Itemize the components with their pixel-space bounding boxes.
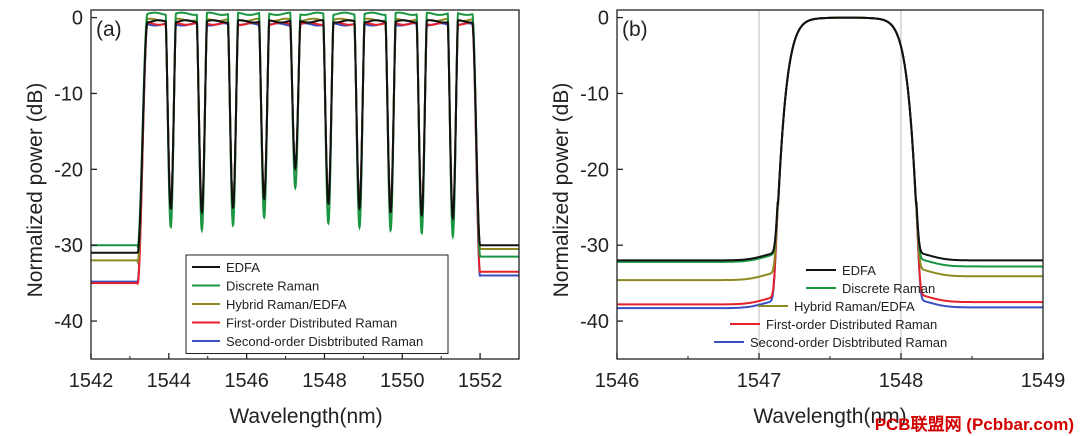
panel-b-label: (b): [622, 18, 648, 41]
panel-a-xtick-label: 1546: [224, 370, 269, 392]
panel-b-xlabel: Wavelength(nm): [753, 405, 906, 428]
panel-b-legend-entry: EDFA: [842, 263, 876, 278]
panel-a-frame: [90, 9, 520, 360]
panel-a-xtick-label: 1550: [380, 370, 425, 392]
panel-b-ytick-label: -10: [580, 83, 609, 105]
panel-a-legend-entry: Second-order Disbtributed Raman: [226, 334, 423, 349]
panel-b-legend-entry: Discrete Raman: [842, 281, 935, 296]
panel-b-ytick-label: -30: [580, 235, 609, 257]
panel-a-ytick-label: 0: [72, 8, 83, 30]
panel-b-series-edfa: [617, 16, 1043, 262]
panel-a: 1542 1544 1546 1548 1550 1552 0 -10 -20 -30 -40 (a…: [24, 8, 520, 428]
panel-b-legend-entry: Second-order Disbtributed Raman: [750, 335, 947, 350]
panel-a-xtick-label: 1552: [458, 370, 503, 392]
panel-a-ytick-label: -30: [54, 235, 83, 257]
panel-b-xtick-label: 1548: [879, 370, 924, 392]
panel-b-legend-entry: First-order Distributed Raman: [766, 317, 937, 332]
panel-b-plot: [617, 10, 1043, 359]
panel-a-series-discrete-raman: [91, 11, 519, 258]
panel-a-xtick-label: 1542: [69, 370, 114, 392]
panel-a-series-edfa: [91, 19, 519, 254]
panel-b-ytick-label: -20: [580, 159, 609, 181]
panel-a-legend-box: [185, 254, 449, 354]
panel-b-series-discrete-raman: [617, 16, 1043, 268]
panel-a-xlabel: Wavelength(nm): [229, 405, 382, 428]
panel-a-legend-entry: Hybrid Raman/EDFA: [226, 297, 347, 312]
panel-b-xtick-label: 1546: [595, 370, 640, 392]
panel-a-legend: EDFA Discrete Raman Hybrid Raman/EDFA First…: [185, 254, 449, 354]
panel-a-ylabel: Normalized power (dB): [24, 83, 47, 298]
panel-b-legend: EDFA Discrete Raman Hybrid Raman/EDFA First…: [714, 263, 947, 350]
panel-b-xtick-label: 1549: [1021, 370, 1066, 392]
panel-a-legend-entry: Discrete Raman: [226, 279, 319, 294]
panel-b-axes: 1546 1547 1548 1549 0 -10 -20 -30 -40: [580, 8, 1065, 392]
panel-b-series-second-order-disbtributed-raman: [617, 16, 1043, 310]
panel-a-xtick-label: 1548: [302, 370, 347, 392]
panel-b-ylabel: Normalized power (dB): [550, 83, 573, 298]
panel-a-ytick-label: -20: [54, 159, 83, 181]
panel-a-axes: 1542 1544 1546 1548 1550 1552 0 -10 -20 -30 -40: [54, 8, 520, 392]
panel-a-legend-entry: First-order Distributed Raman: [226, 316, 397, 331]
panel-b-series-hybrid-raman-edfa: [617, 16, 1043, 282]
panel-b-legend-entry: Hybrid Raman/EDFA: [794, 299, 915, 314]
watermark-text: PCB联盟网 (Pcbbar.com): [875, 415, 1074, 434]
panel-b-xtick-label: 1547: [737, 370, 782, 392]
panel-a-legend-entry: EDFA: [226, 260, 260, 275]
panel-a-plot: [91, 11, 519, 286]
panel-a-label: (a): [96, 18, 122, 41]
panel-b-ytick-label: -40: [580, 311, 609, 333]
panel-a-ytick-label: -40: [54, 311, 83, 333]
panel-b: 1546 1547 1548 1549 0 -10 -20 -30 -40 (b) Wavele…: [550, 8, 1065, 428]
panel-a-ytick-label: -10: [54, 83, 83, 105]
panel-a-xtick-label: 1544: [147, 370, 192, 392]
panel-b-ytick-label: 0: [598, 8, 609, 30]
